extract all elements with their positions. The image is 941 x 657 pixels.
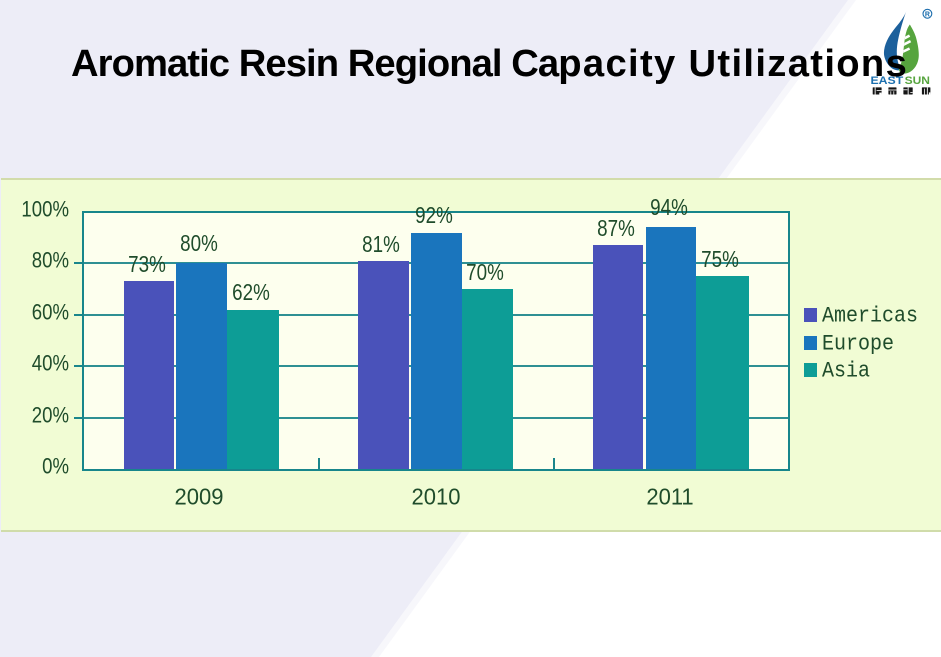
svg-text:R: R bbox=[925, 11, 930, 18]
svg-text:SUN: SUN bbox=[905, 75, 930, 87]
svg-text:EAST: EAST bbox=[871, 75, 904, 87]
